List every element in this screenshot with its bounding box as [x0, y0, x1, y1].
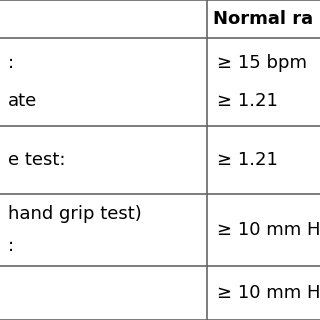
Text: hand grip test): hand grip test): [8, 205, 142, 223]
Text: :: :: [8, 54, 14, 72]
Text: :: :: [8, 237, 14, 255]
Text: Normal ra: Normal ra: [213, 10, 314, 28]
Text: ate: ate: [8, 92, 37, 110]
Text: e test:: e test:: [8, 151, 66, 169]
Text: ≥ 15 bpm: ≥ 15 bpm: [217, 54, 307, 72]
Text: ≥ 10 mm H: ≥ 10 mm H: [217, 284, 320, 302]
Text: ≥ 1.21: ≥ 1.21: [217, 151, 278, 169]
Text: ≥ 1.21: ≥ 1.21: [217, 92, 278, 110]
Text: ≥ 10 mm H: ≥ 10 mm H: [217, 221, 320, 239]
